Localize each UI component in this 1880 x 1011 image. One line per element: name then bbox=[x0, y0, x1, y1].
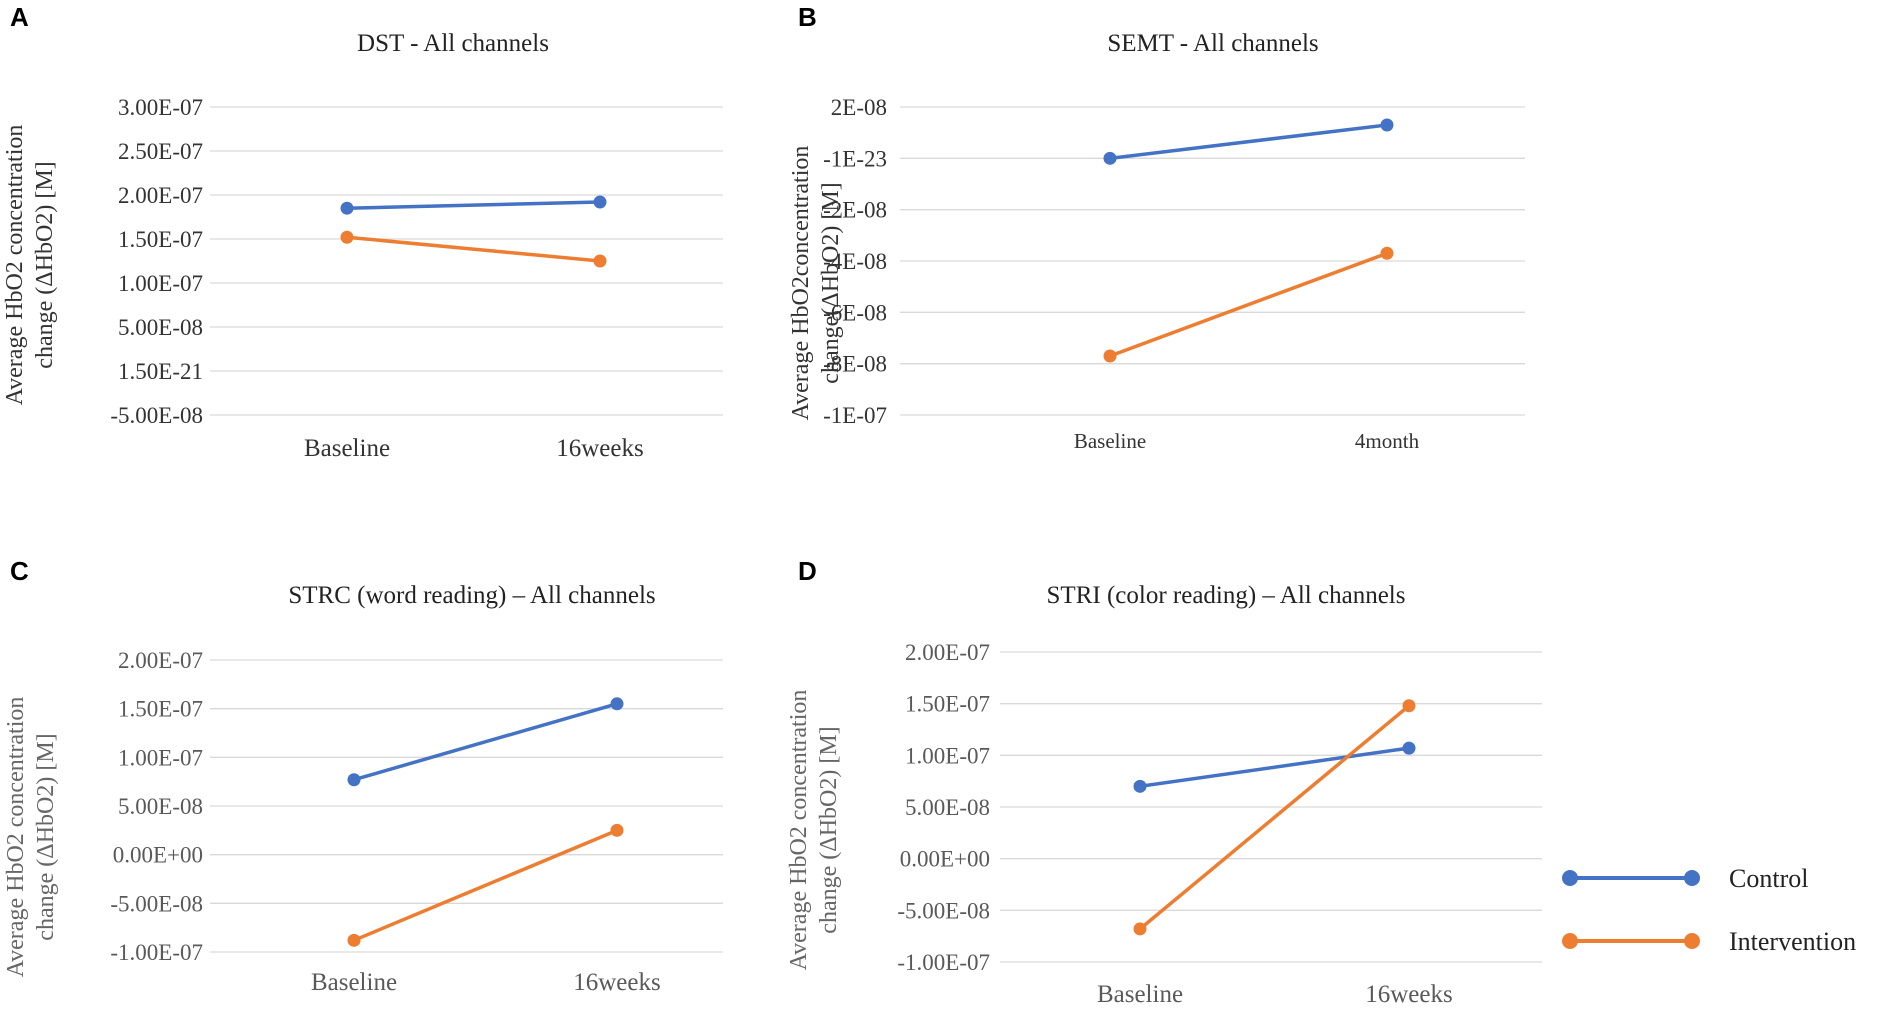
chart-title: DST - All channels bbox=[357, 30, 549, 57]
y-tick-label: 2.00E-07 bbox=[905, 640, 990, 665]
x-tick-label: Baseline bbox=[311, 969, 397, 996]
series-line-intervention bbox=[1138, 704, 1411, 931]
y-tick-label: 1.50E-07 bbox=[118, 697, 203, 722]
x-tick-label: 16weeks bbox=[1365, 981, 1452, 1008]
y-tick-label: 2.50E-07 bbox=[118, 139, 203, 164]
chart-title: STRC (word reading) – All channels bbox=[288, 582, 655, 609]
y-tick-label: 2E-08 bbox=[831, 95, 887, 120]
y-tick-label: 5.00E-08 bbox=[905, 795, 990, 820]
x-tick-label: Baseline bbox=[1097, 981, 1183, 1008]
x-tick-label: 4month bbox=[1355, 429, 1420, 453]
chart-panel-b: B SEMT - All channels 2E-08 -1E-23 -2E-08 -4E… bbox=[788, 2, 1525, 453]
data-point-intervention bbox=[1402, 699, 1416, 713]
panel-letter: B bbox=[798, 2, 817, 32]
series-line-control bbox=[1139, 746, 1410, 789]
series-line-intervention bbox=[353, 828, 618, 942]
y-tick-label: 1.50E-07 bbox=[905, 692, 990, 717]
y-tick-label: 5.00E-08 bbox=[118, 315, 203, 340]
y-tick-label: -1E-23 bbox=[823, 146, 887, 171]
data-point-intervention bbox=[593, 254, 607, 268]
data-point-control bbox=[1402, 741, 1416, 755]
data-point-control bbox=[610, 697, 624, 711]
chart-title: STRI (color reading) – All channels bbox=[1047, 582, 1406, 609]
y-tick-label: -5.00E-08 bbox=[110, 891, 203, 916]
panel-letter: D bbox=[798, 556, 817, 586]
data-point-control bbox=[347, 773, 361, 787]
data-point-control bbox=[1103, 151, 1117, 165]
legend-label: Control bbox=[1729, 864, 1808, 893]
data-point-control bbox=[340, 201, 354, 215]
y-tick-label: 0.00E+00 bbox=[900, 847, 990, 872]
x-tick-label: 16weeks bbox=[573, 969, 660, 996]
data-point-intervention bbox=[340, 230, 354, 244]
y-axis-title: change (ΔHbO2) [M] bbox=[816, 726, 842, 933]
y-axis-title: Average HbO2concentration bbox=[788, 146, 814, 421]
data-point-intervention bbox=[610, 823, 624, 837]
series-line-control bbox=[353, 702, 618, 782]
y-tick-label: -8E-08 bbox=[823, 352, 887, 377]
y-tick-label: -5.00E-08 bbox=[897, 898, 990, 923]
series-line-intervention bbox=[1109, 251, 1388, 358]
x-tick-label: Baseline bbox=[304, 435, 390, 462]
y-tick-label: -1E-07 bbox=[823, 403, 887, 428]
data-point-intervention bbox=[1133, 922, 1147, 936]
legend-marker bbox=[1684, 870, 1700, 886]
chart-panel-d: D STRI (color reading) – All channels 2.00… bbox=[786, 556, 1542, 1008]
y-axis-title: change (ΔHbO2) [M] bbox=[33, 733, 59, 940]
y-tick-label: -1.00E-07 bbox=[897, 950, 990, 975]
y-tick-label: -2E-08 bbox=[823, 198, 887, 223]
chart-title: SEMT - All channels bbox=[1107, 30, 1318, 57]
x-tick-label: 16weeks bbox=[556, 435, 643, 462]
legend-marker bbox=[1562, 933, 1578, 949]
y-tick-label: -4E-08 bbox=[823, 249, 887, 274]
chart-panel-c: C STRC (word reading) – All channels 2.00E… bbox=[3, 556, 723, 996]
y-axis-title: change (ΔHbO2) [M] bbox=[32, 161, 58, 368]
data-point-intervention bbox=[347, 933, 361, 947]
y-tick-label: 3.00E-07 bbox=[118, 95, 203, 120]
legend-marker bbox=[1684, 933, 1700, 949]
data-point-control bbox=[1133, 779, 1147, 793]
chart-panel-a: A DST - All channels 3.00E-07 2.50E-07 2.00E… bbox=[2, 2, 723, 462]
y-axis-title: Average HbO2 concentration bbox=[786, 690, 812, 971]
legend-label: Intervention bbox=[1729, 927, 1856, 956]
data-point-control bbox=[1380, 118, 1394, 132]
series-line-control bbox=[1109, 123, 1388, 161]
data-point-control bbox=[593, 195, 607, 209]
data-point-intervention bbox=[1103, 349, 1117, 363]
y-tick-label: -1.00E-07 bbox=[110, 940, 203, 965]
y-tick-label: -6E-08 bbox=[823, 300, 887, 325]
y-tick-label: 1.50E-21 bbox=[118, 359, 203, 384]
data-point-intervention bbox=[1380, 246, 1394, 260]
series-line-intervention bbox=[346, 235, 601, 263]
y-tick-label: 0.00E+00 bbox=[113, 843, 203, 868]
y-tick-label: 2.00E-07 bbox=[118, 648, 203, 673]
y-tick-label: 1.50E-07 bbox=[118, 227, 203, 252]
y-axis-title: Average HbO2 concentration bbox=[2, 125, 28, 406]
legend-marker bbox=[1562, 870, 1578, 886]
panel-letter: A bbox=[10, 2, 29, 32]
y-tick-label: 1.00E-07 bbox=[118, 745, 203, 770]
y-tick-label: 1.00E-07 bbox=[905, 743, 990, 768]
y-tick-label: 1.00E-07 bbox=[118, 271, 203, 296]
x-tick-label: Baseline bbox=[1074, 429, 1146, 453]
y-tick-label: 2.00E-07 bbox=[118, 183, 203, 208]
y-tick-label: 5.00E-08 bbox=[118, 794, 203, 819]
panel-letter: C bbox=[10, 556, 29, 586]
legend: Control Intervention bbox=[1562, 864, 1856, 956]
y-axis-title: change(ΔHbO2) [M] bbox=[818, 182, 844, 383]
series-line-control bbox=[346, 200, 601, 210]
y-axis-title: Average HbO2 concentration bbox=[3, 697, 29, 978]
y-tick-label: -5.00E-08 bbox=[110, 403, 203, 428]
